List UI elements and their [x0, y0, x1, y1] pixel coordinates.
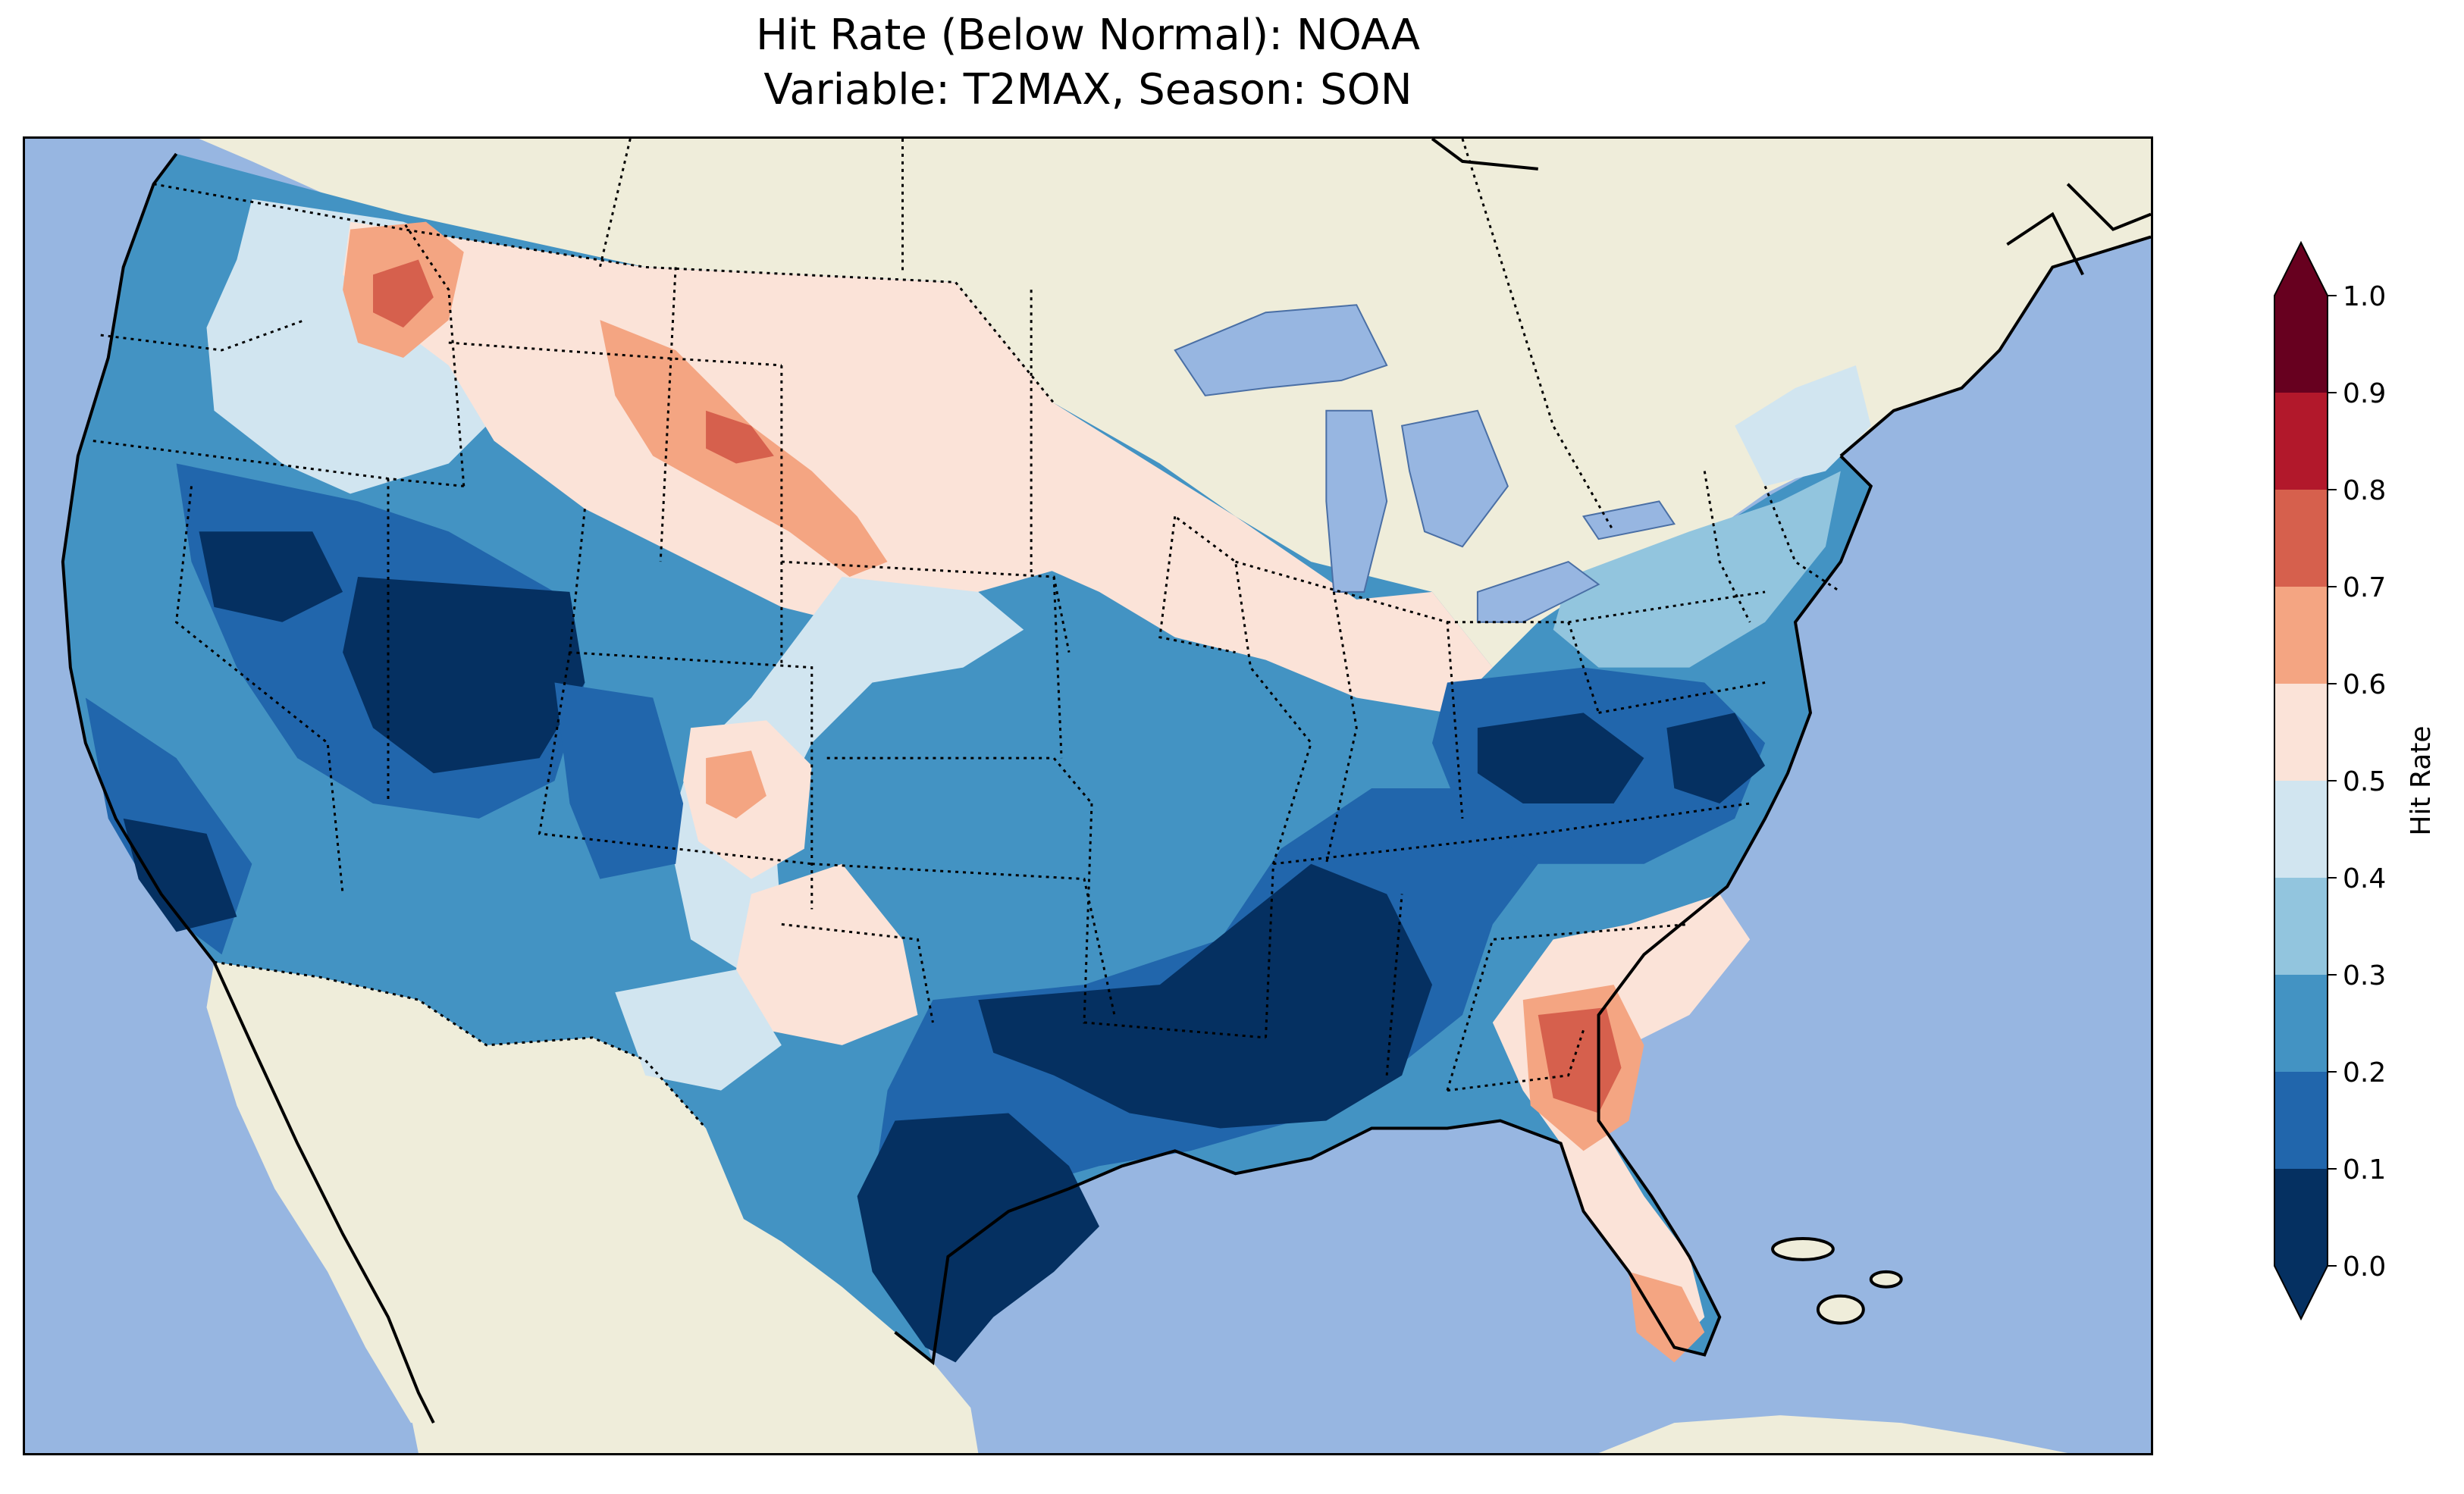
lake-michigan — [1325, 409, 1388, 593]
field-light-southwest — [615, 969, 782, 1091]
field-navy-app — [1477, 713, 1644, 803]
field-navy-gulf — [978, 863, 1433, 1129]
colorbar-bin — [2274, 587, 2328, 684]
baja-peninsula — [206, 962, 434, 1424]
field-red-north — [373, 259, 434, 328]
colorbar-tick-label: 0.8 — [2343, 475, 2386, 506]
colorbar-extend-over — [2274, 243, 2328, 296]
colorbar-label: Hit Rate — [2406, 725, 2437, 835]
hit-rate-field — [62, 153, 1871, 1363]
mexico-land — [214, 962, 979, 1453]
colorbar-bin — [2274, 975, 2328, 1072]
map-title-line-2: Variable: T2MAX, Season: SON — [763, 65, 1412, 114]
field-navy-nv — [343, 577, 585, 774]
field-navy-nv2 — [199, 531, 343, 622]
coastlines — [61, 139, 2151, 1424]
colorbar: 0.0 0.1 0.2 0.3 0.4 0.5 0.6 0.7 0.8 0.9 1.0 Hit Rat… — [2274, 240, 2437, 1321]
colorbar-bin — [2274, 296, 2328, 393]
colorbar-bin — [2274, 1072, 2328, 1169]
field-red-ga — [1538, 1007, 1622, 1113]
colorbar-bin — [2274, 490, 2328, 587]
field-pale-midwest — [1031, 402, 1493, 713]
lake-superior — [1174, 304, 1388, 396]
field-light-ne — [1553, 471, 1841, 668]
lake-ontario — [1582, 500, 1676, 540]
field-red-ridge — [706, 410, 774, 464]
great-lakes — [1174, 304, 1676, 623]
bahamas-islands — [1771, 1236, 1835, 1261]
colorbar-tick-label: 0.2 — [2343, 1057, 2386, 1088]
field-navy-va — [1666, 713, 1766, 803]
cuba-land — [1598, 1415, 2068, 1453]
colorbar-bin — [2274, 684, 2328, 781]
map-panel — [23, 136, 2153, 1455]
colorbar-tick-label: 0.9 — [2343, 378, 2386, 409]
field-navy-cal — [123, 818, 237, 932]
field-navy-texas — [857, 1113, 1099, 1363]
colorbar-tick-label: 1.0 — [2343, 281, 2386, 312]
colorbar-extend-under — [2274, 1266, 2328, 1319]
colorbar-tick-label: 0.1 — [2343, 1154, 2386, 1185]
bahamas-islands — [1869, 1270, 1903, 1289]
hit-rate-map — [25, 139, 2151, 1453]
colorbar-tick-label: 0.6 — [2343, 669, 2386, 700]
colorbar-tick-label: 0.4 — [2343, 863, 2386, 894]
field-pale-ne — [1735, 365, 1871, 487]
field-light-plains — [668, 577, 1024, 978]
colorbar-bin — [2274, 878, 2328, 975]
field-orange-colorado — [706, 750, 766, 819]
field-orange-fl — [1629, 1271, 1705, 1363]
colorbar-bin — [2274, 393, 2328, 490]
colorbar-bin — [2274, 1169, 2328, 1266]
canada-land — [199, 139, 2151, 668]
colorbar-tick-label: 0.0 — [2343, 1251, 2386, 1283]
colorbar-tick-label: 0.3 — [2343, 960, 2386, 991]
colorbar-bin — [2274, 781, 2328, 878]
lake-huron — [1400, 409, 1509, 548]
map-title-line-1: Hit Rate (Below Normal): NOAA — [755, 11, 1421, 60]
lake-erie — [1476, 560, 1600, 623]
colorbar-tick-label: 0.5 — [2343, 766, 2386, 797]
bahamas-islands — [1816, 1294, 1865, 1325]
field-darkblue-colorado — [554, 682, 684, 879]
field-pale-newmexico — [735, 863, 918, 1045]
colorbar-tick-label: 0.7 — [2343, 572, 2386, 603]
